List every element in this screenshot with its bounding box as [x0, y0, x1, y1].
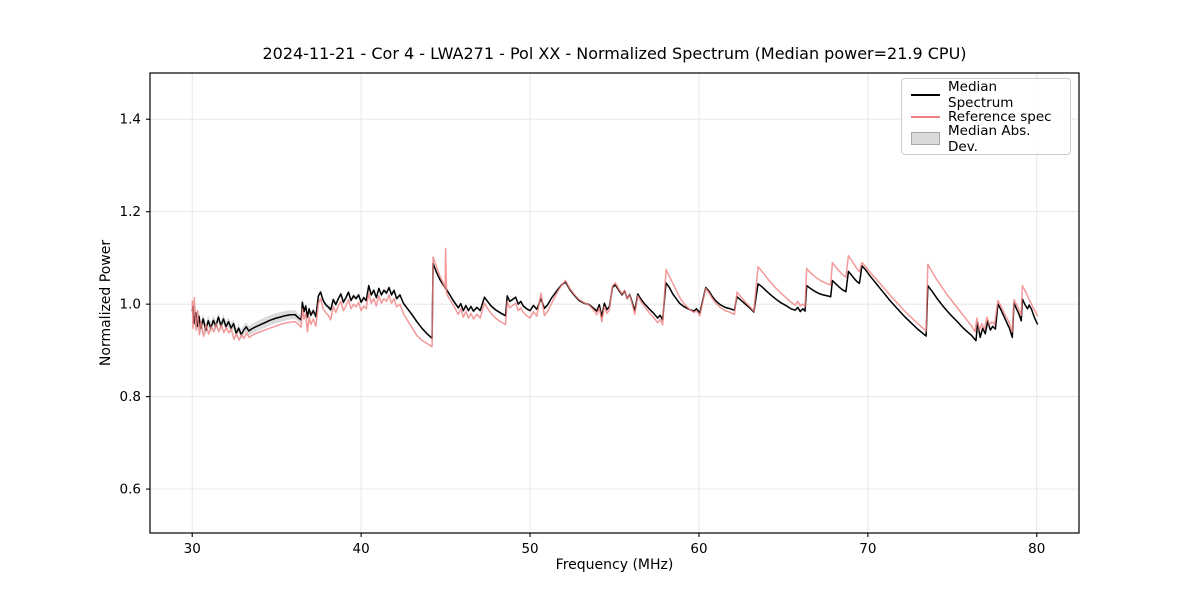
legend-label: Median Spectrum: [948, 78, 1014, 111]
median-spectrum-line-swatch: [911, 93, 940, 96]
y-tick-label: 0.6: [120, 482, 141, 498]
reference-spec-line-swatch: [911, 115, 940, 118]
legend-item-median-abs-dev: Median Abs. Dev.: [911, 123, 1061, 155]
x-tick-label: 60: [690, 541, 707, 557]
legend-label: Reference spec: [948, 108, 1052, 125]
x-tick-label: 30: [184, 541, 201, 557]
legend-label: Median Abs. Dev.: [948, 122, 1031, 155]
y-tick-label: 0.8: [120, 389, 141, 405]
reference-spec-line: [191, 247, 1039, 348]
x-tick-label: 50: [521, 541, 538, 557]
x-tick-label: 80: [1028, 541, 1045, 557]
axes-spines: [149, 72, 1080, 534]
x-axis-label: Frequency (MHz): [555, 557, 674, 573]
x-tick-label: 70: [859, 541, 876, 557]
legend-item-median-spectrum: Median Spectrum: [911, 79, 1061, 111]
y-tick-label: 1.0: [120, 297, 141, 313]
mad-band-patch-swatch: [911, 132, 940, 145]
y-tick-label: 1.2: [120, 204, 141, 220]
chart-title: 2024-11-21 - Cor 4 - LWA271 - Pol XX - N…: [262, 44, 967, 63]
x-tick-label: 40: [353, 541, 370, 557]
y-tick-label: 1.4: [120, 112, 141, 128]
legend: Median Spectrum Reference spec Median Ab…: [901, 78, 1071, 155]
y-axis-label: Normalized Power: [98, 239, 114, 367]
legend-item-reference-spec: Reference spec: [911, 108, 1061, 125]
